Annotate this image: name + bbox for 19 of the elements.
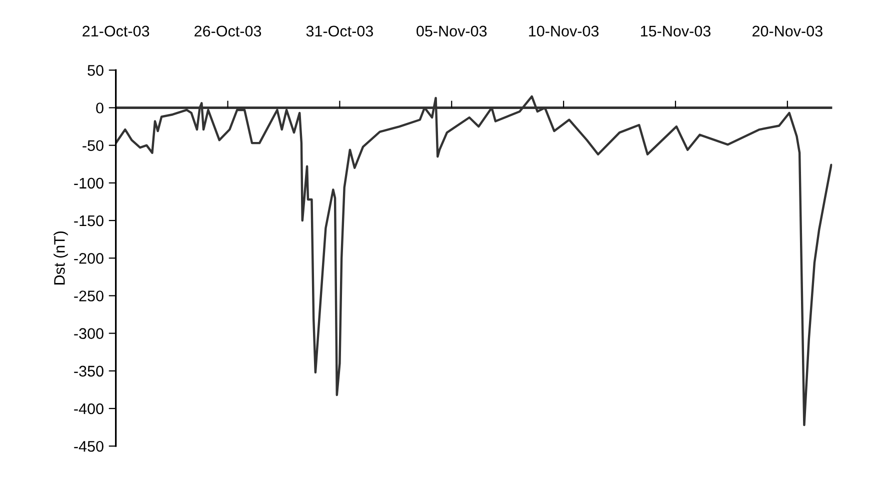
- y-tick-label: -250: [74, 290, 104, 302]
- y-tick-label: -450: [74, 440, 104, 452]
- y-tick-label: -100: [74, 178, 104, 189]
- y-axis-title: Dst (nT): [54, 231, 68, 284]
- x-tick-label: 31-Oct-03: [306, 26, 373, 37]
- y-tick-label: 50: [88, 64, 104, 76]
- y-tick-label: -300: [74, 328, 104, 339]
- y-tick-label: -350: [74, 366, 104, 377]
- x-tick-label: 21-Oct-03: [82, 26, 150, 37]
- y-tick-label: 0: [96, 102, 104, 114]
- y-tick-label: -400: [74, 403, 104, 414]
- x-tick-label: 10-Nov-03: [529, 26, 599, 37]
- y-tick-label: -200: [74, 252, 104, 264]
- y-tick-label: -50: [82, 140, 104, 152]
- x-tick-label: 15-Nov-03: [640, 26, 710, 37]
- x-tick-label: 26-Oct-03: [194, 26, 262, 37]
- y-tick-label: -150: [74, 215, 104, 226]
- x-tick-label: 05-Nov-03: [416, 26, 487, 37]
- x-tick-label: 20-Nov-03: [752, 26, 822, 37]
